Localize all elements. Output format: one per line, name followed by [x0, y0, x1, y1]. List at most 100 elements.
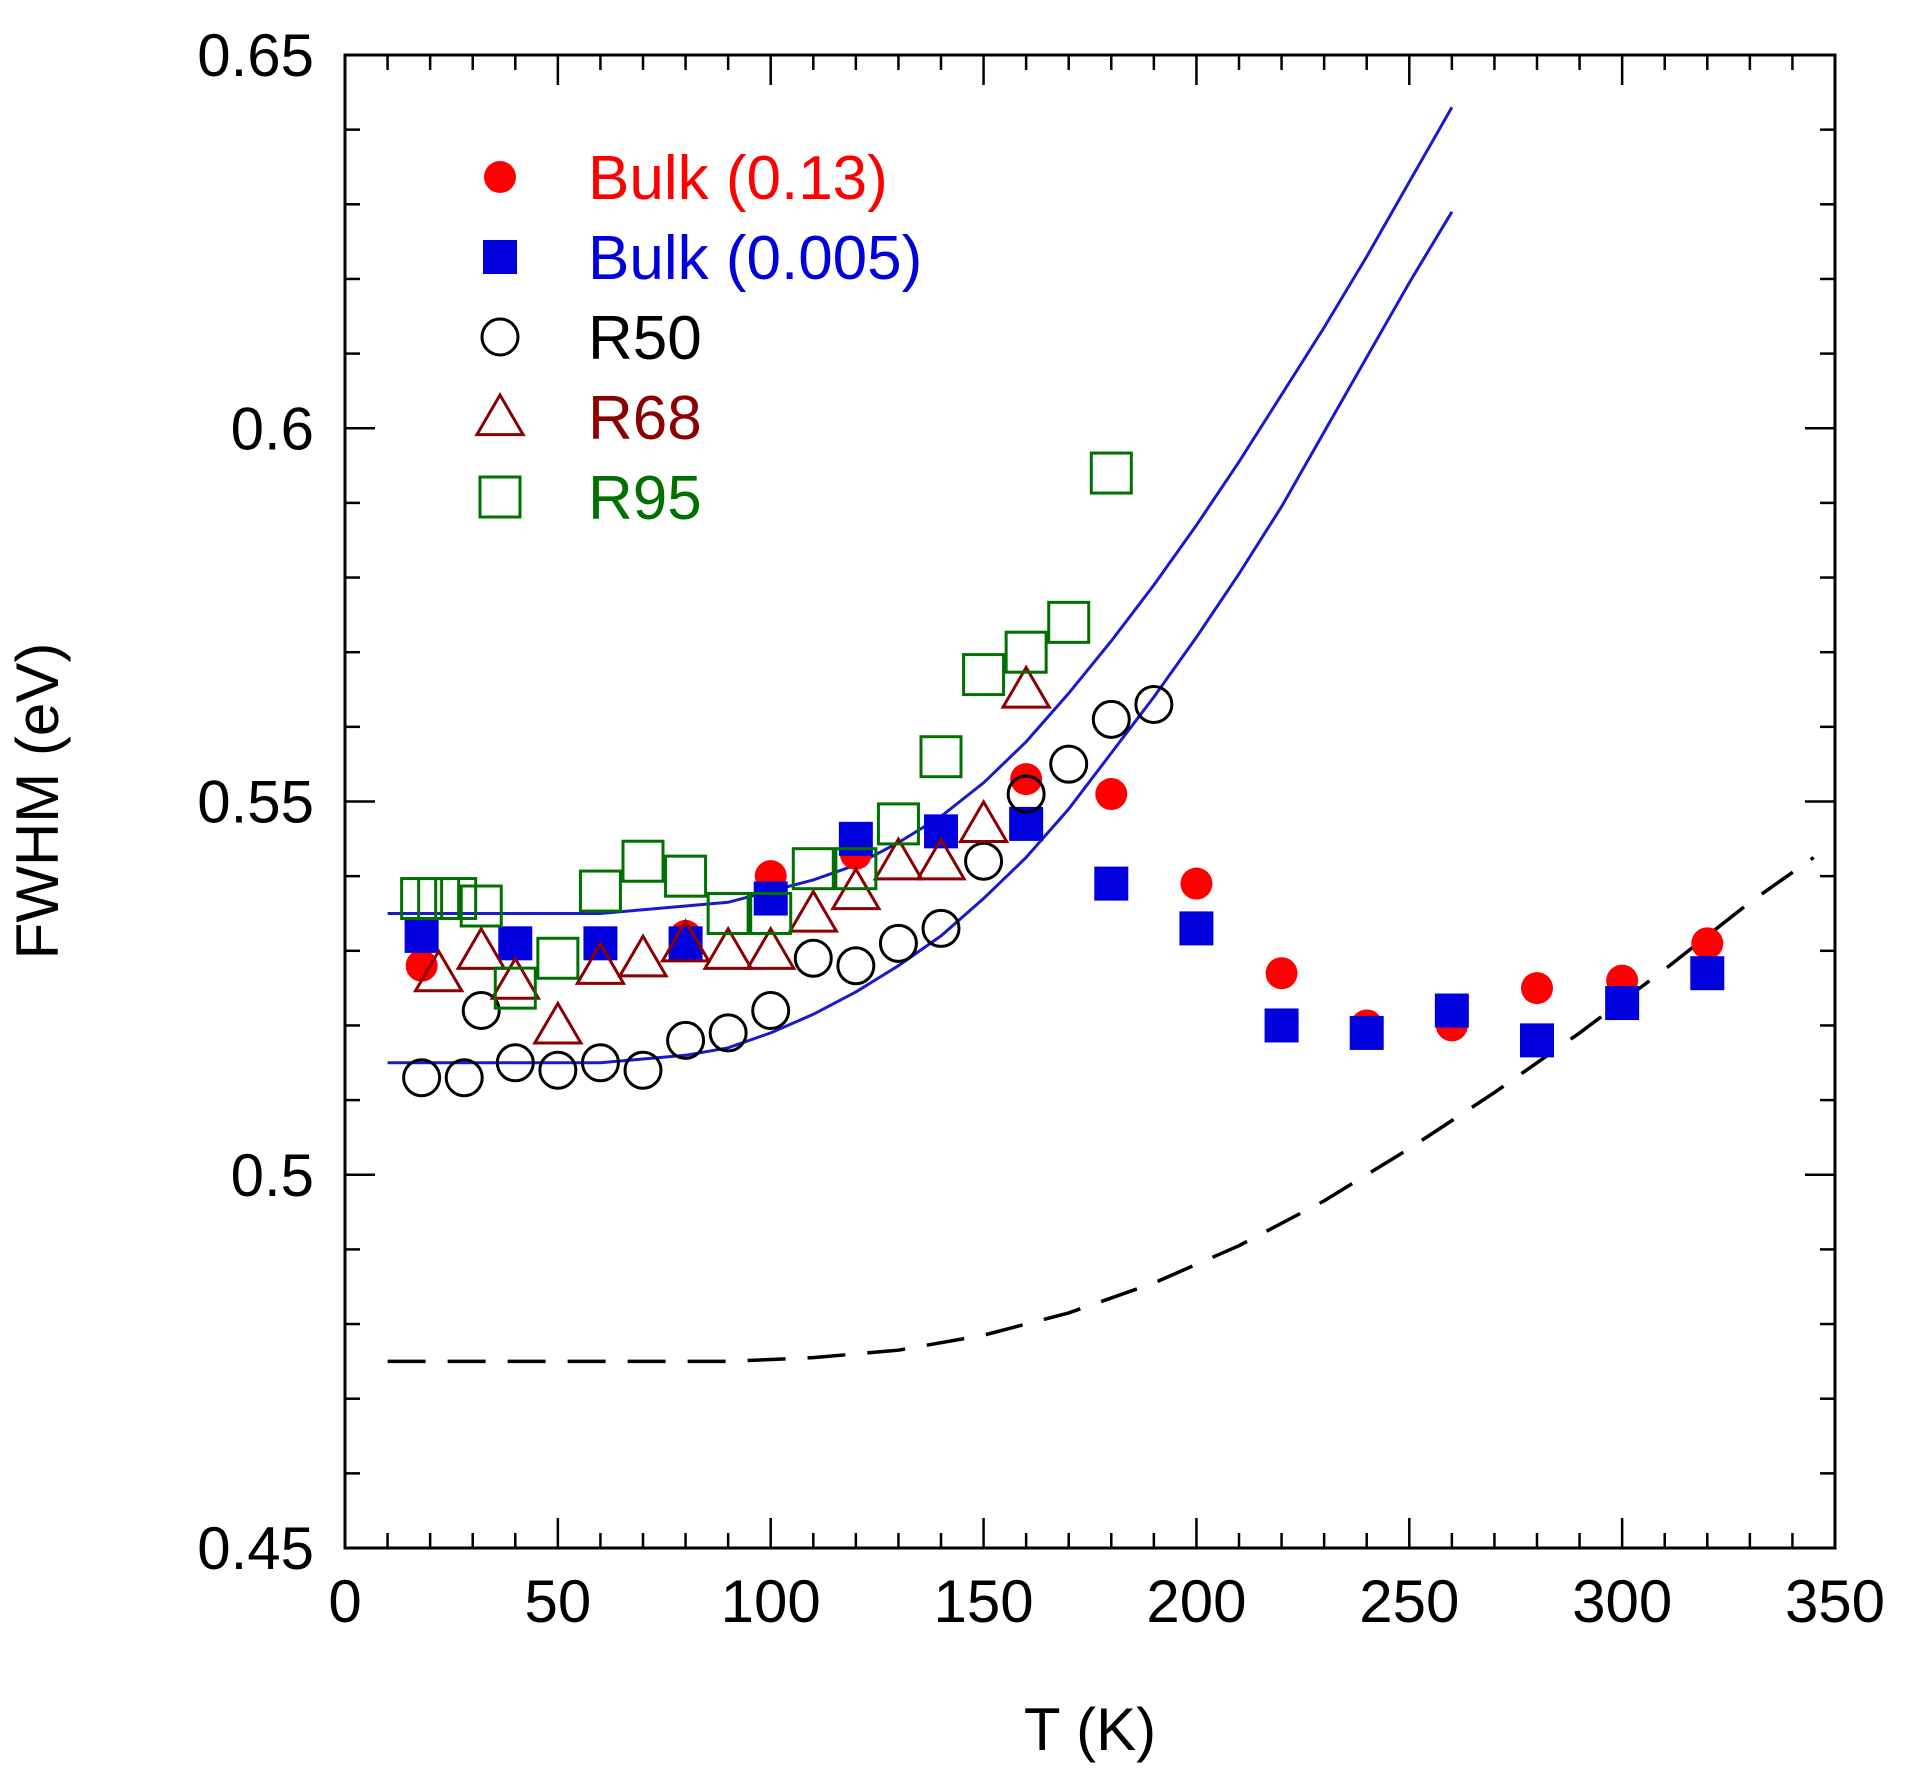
x-tick-label: 200 [1146, 1568, 1246, 1635]
y-tick-label: 0.65 [197, 22, 314, 89]
x-tick-label: 250 [1359, 1568, 1459, 1635]
point-bulk-0-005 [498, 926, 533, 961]
x-tick-label: 150 [934, 1568, 1034, 1635]
point-bulk-0-13 [1010, 763, 1043, 796]
legend-item-bulk-0-005: Bulk (0.005) [483, 224, 922, 293]
x-tick-label: 350 [1785, 1568, 1885, 1635]
legend-label: R68 [588, 384, 702, 453]
point-r68 [702, 925, 754, 970]
point-r95 [459, 884, 503, 928]
point-bulk-0-005 [1434, 993, 1469, 1028]
curve-fit-lower [387, 211, 1454, 1065]
legend-label: Bulk (0.13) [588, 144, 888, 213]
legend-label: R95 [588, 464, 702, 533]
point-r50 [836, 946, 876, 986]
point-r50 [623, 1050, 663, 1090]
legend-marker-r68 [474, 392, 526, 437]
point-bulk-0-005 [924, 814, 958, 849]
point-bulk-0-13 [1095, 778, 1128, 811]
point-r95 [493, 966, 537, 1010]
point-r68 [872, 836, 925, 881]
x-tick-label: 0 [328, 1568, 361, 1635]
point-bulk-0-005 [404, 918, 439, 953]
point-bulk-0-005 [1179, 911, 1214, 946]
point-r95 [578, 869, 622, 913]
legend-marker-r50 [480, 317, 520, 357]
legend-marker-r95 [478, 475, 522, 519]
point-r50 [538, 1050, 578, 1090]
point-r95 [536, 936, 580, 980]
x-tick-label: 100 [721, 1568, 821, 1635]
point-r95 [664, 854, 708, 898]
point-r50 [921, 908, 961, 948]
point-bulk-0-005 [1349, 1015, 1384, 1050]
y-tick-label: 0.5 [231, 1142, 314, 1209]
point-bulk-0-005 [753, 881, 788, 916]
y-tick-label: 0.6 [231, 395, 314, 462]
point-r68 [1000, 664, 1052, 709]
point-r50 [1091, 699, 1131, 739]
y-tick-label: 0.45 [197, 1515, 314, 1582]
point-r95 [791, 847, 835, 891]
y-tick-label: 0.55 [197, 769, 314, 836]
point-r50 [1049, 744, 1089, 784]
y-tick-labels: 0.45 0.5 0.55 0.6 0.65 [197, 22, 314, 1582]
point-r68 [957, 798, 1010, 843]
point-r95 [834, 847, 878, 891]
point-r68 [617, 933, 669, 978]
point-r50 [461, 991, 501, 1031]
point-r50 [666, 1020, 706, 1060]
point-bulk-0-13 [1691, 927, 1724, 960]
point-r68 [915, 836, 967, 881]
point-r68 [412, 948, 465, 993]
point-r95 [1089, 451, 1133, 495]
x-tick-labels: 0 50 100 150 200 250 300 350 [328, 1568, 1885, 1635]
point-r68 [489, 955, 541, 1000]
point-r50 [878, 923, 918, 963]
legend-label: Bulk (0.005) [588, 224, 922, 293]
data-points [400, 451, 1725, 1098]
point-r95 [749, 891, 793, 935]
point-bulk-0-13 [1265, 957, 1298, 990]
point-bulk-0-005 [1094, 866, 1129, 901]
legend-item-r50: R50 [480, 304, 702, 373]
point-bulk-0-13 [1180, 867, 1213, 900]
point-r68 [659, 918, 712, 963]
point-bulk-0-005 [1605, 986, 1640, 1021]
point-bulk-0-005 [838, 821, 873, 856]
point-bulk-0-005 [1520, 1023, 1554, 1058]
point-r50 [1134, 684, 1174, 724]
point-r50 [964, 841, 1004, 881]
curve-fit-bulk [387, 856, 1815, 1364]
series-r68 [412, 664, 1052, 1045]
point-r95 [876, 802, 920, 846]
legend-item-bulk-0-13: Bulk (0.13) [484, 144, 888, 213]
point-r95 [919, 735, 963, 779]
x-tick-label: 300 [1572, 1568, 1672, 1635]
point-r95 [621, 839, 665, 883]
legend-marker-bulk-0-13 [484, 161, 516, 193]
x-axis-title: T (K) [1024, 1696, 1156, 1763]
series-r95 [400, 451, 1133, 1010]
series-r50 [402, 684, 1174, 1098]
point-bulk-0-005 [1690, 956, 1725, 991]
point-r68 [532, 1000, 584, 1045]
legend-item-r95: R95 [478, 464, 702, 533]
legend-marker-bulk-0-005 [483, 240, 517, 274]
y-axis-title: FWHM (eV) [4, 643, 71, 960]
point-r50 [708, 1013, 748, 1053]
legend-item-r68: R68 [474, 384, 702, 453]
point-bulk-0-005 [1264, 1008, 1299, 1043]
point-r95 [706, 891, 750, 935]
x-tick-label: 50 [524, 1568, 591, 1635]
point-r68 [455, 925, 507, 970]
point-r68 [574, 940, 627, 985]
point-r95 [962, 653, 1006, 697]
point-r50 [1006, 774, 1046, 814]
point-r50 [444, 1058, 484, 1098]
point-r95 [1004, 630, 1048, 674]
point-r50 [580, 1043, 620, 1083]
legend: Bulk (0.13) Bulk (0.005) R50 R68 R95 [474, 144, 922, 533]
